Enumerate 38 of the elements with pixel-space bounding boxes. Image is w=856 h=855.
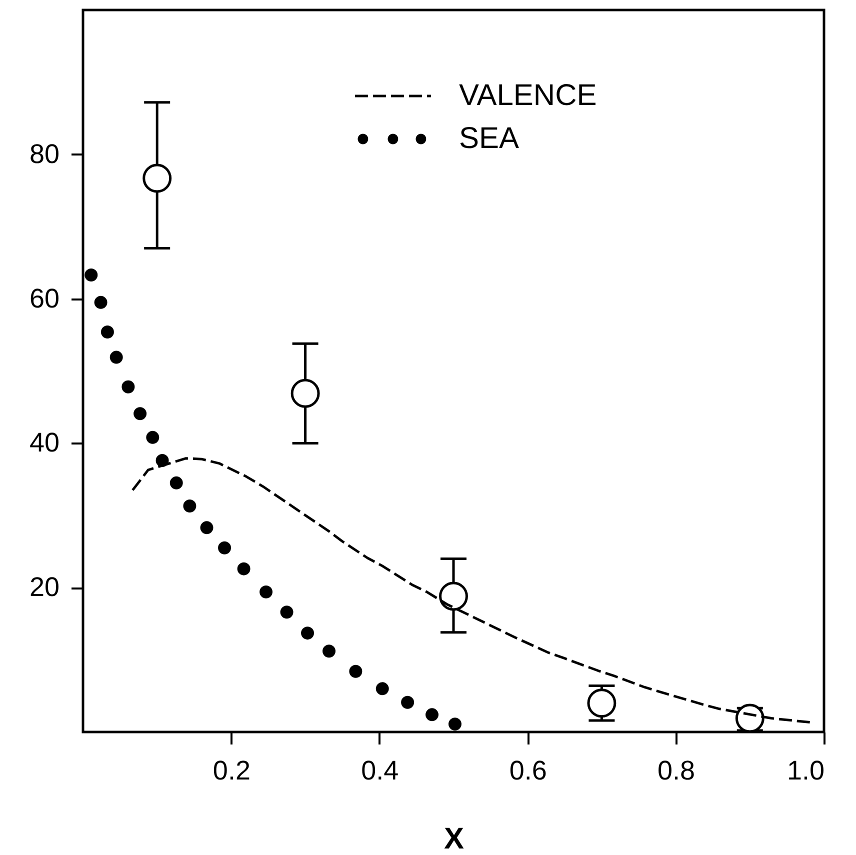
legend-label: SEA — [458, 122, 519, 155]
point — [146, 430, 160, 444]
point — [260, 585, 273, 598]
point — [122, 380, 135, 394]
point — [218, 541, 232, 554]
point — [94, 296, 108, 309]
point — [587, 688, 616, 718]
point — [301, 626, 314, 640]
point — [183, 500, 196, 512]
x-tick-label: 0.8 — [658, 756, 696, 786]
x-tick-label: 0.4 — [361, 756, 399, 786]
point — [200, 521, 214, 534]
point — [376, 682, 389, 696]
point — [100, 326, 114, 338]
point — [170, 476, 183, 490]
y-tick-label: 40 — [29, 428, 60, 458]
point — [110, 350, 123, 364]
point — [439, 582, 468, 611]
y-tick-label: 20 — [29, 572, 60, 602]
point — [142, 164, 172, 193]
point — [322, 644, 336, 658]
point — [280, 606, 294, 619]
x-tick-label: 0.6 — [509, 756, 547, 786]
point — [156, 454, 169, 468]
x-axis-title: X — [444, 822, 464, 855]
y-tick-label: 60 — [29, 283, 60, 314]
point — [134, 407, 147, 420]
x-tick-label: 0.2 — [212, 756, 250, 786]
x-tick-label: 1.0 — [786, 756, 824, 786]
point — [237, 562, 250, 576]
point — [84, 268, 98, 282]
point — [349, 664, 362, 678]
point — [426, 708, 439, 722]
point — [448, 718, 462, 731]
point — [401, 696, 414, 709]
point — [290, 378, 320, 408]
legend-label: VALENCE — [458, 79, 597, 112]
y-tick-label: 80 — [29, 138, 60, 169]
